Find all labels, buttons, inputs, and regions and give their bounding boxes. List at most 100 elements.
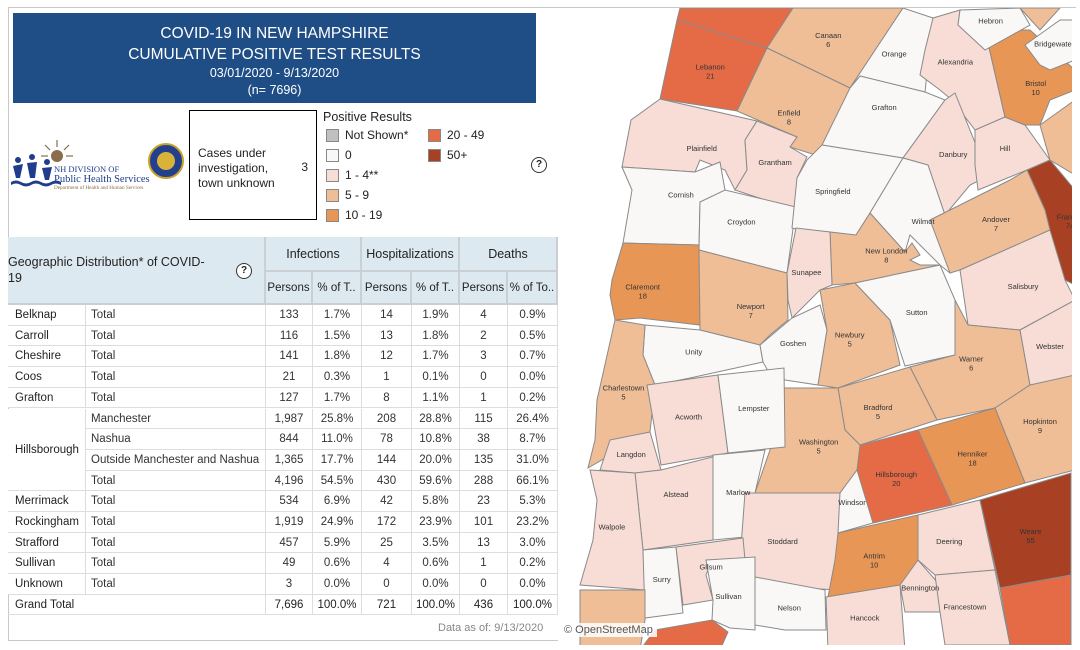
table-cell: 4 bbox=[362, 553, 412, 575]
legend-item[interactable]: Not Shown* bbox=[326, 128, 408, 142]
sub-area: Total bbox=[86, 387, 266, 409]
table-cell: 133 bbox=[266, 305, 313, 326]
town-label: Antrim 10 bbox=[863, 551, 885, 569]
sub-area: Total bbox=[86, 512, 266, 533]
town-lempster[interactable] bbox=[717, 367, 786, 454]
town-label: Hopkinton 9 bbox=[1023, 417, 1057, 435]
column-group-header: Deaths bbox=[460, 237, 558, 272]
table-cell: 0.1% bbox=[412, 367, 460, 388]
town-label: Langdon bbox=[617, 450, 646, 459]
town-nelson[interactable] bbox=[754, 576, 827, 631]
town-bridgewater[interactable] bbox=[1024, 19, 1072, 71]
town-label: Alstead bbox=[663, 490, 688, 499]
grand-total-cell: 7,696 bbox=[266, 594, 313, 616]
table-cell: 844 bbox=[266, 429, 313, 450]
table-cell: 59.6% bbox=[412, 470, 460, 492]
data-as-of: Data as of: 9/13/2020 bbox=[438, 622, 544, 634]
town-label: Hancock bbox=[850, 614, 879, 623]
table-cell: 127 bbox=[266, 387, 313, 409]
table-cell: 0.0% bbox=[508, 574, 558, 595]
legend: Positive Results Not Shown* 0 1 - 4** 5 - 9… bbox=[323, 110, 484, 222]
town-label: New London 8 bbox=[865, 246, 907, 264]
table-cell: 115 bbox=[460, 408, 508, 430]
town-label: Henniker 18 bbox=[957, 450, 988, 468]
table-help-icon[interactable]: ? bbox=[236, 263, 252, 279]
town-label: Alexandria bbox=[938, 58, 974, 67]
nh-dphs-logo: NH DIVISION OF Public Health Services De… bbox=[11, 140, 150, 191]
town-unlabeled[interactable] bbox=[999, 574, 1072, 645]
table-cell: 172 bbox=[362, 512, 412, 533]
sub-area: Total bbox=[86, 470, 266, 492]
sub-area: Manchester bbox=[86, 408, 266, 430]
table-cell: 6.9% bbox=[313, 491, 362, 512]
svg-text:Department of Health and Human: Department of Health and Human Services bbox=[54, 184, 143, 191]
map-attribution[interactable]: © OpenStreetMap bbox=[560, 623, 657, 637]
town-label: Sutton bbox=[906, 308, 928, 317]
town-label: Webster bbox=[1036, 342, 1064, 351]
table-cell: 0 bbox=[362, 574, 412, 595]
table-cell: 0.7% bbox=[508, 346, 558, 368]
table-cell: 1.8% bbox=[412, 325, 460, 347]
town-andover[interactable] bbox=[929, 169, 1051, 274]
town-unlabeled[interactable] bbox=[1019, 8, 1061, 31]
town-label: Washington 5 bbox=[799, 438, 838, 456]
town-sunapee[interactable] bbox=[786, 227, 833, 319]
table-cell: 5.9% bbox=[313, 532, 362, 554]
column-group-header: Hospitalizations bbox=[362, 237, 460, 272]
legend-swatch bbox=[326, 148, 339, 162]
legend-item[interactable]: 20 - 49 bbox=[428, 128, 484, 142]
town-label: Deering bbox=[936, 537, 962, 546]
grand-total-cell: 436 bbox=[460, 594, 508, 616]
town-label: Hill bbox=[1000, 144, 1011, 153]
town-unlabeled[interactable] bbox=[1039, 100, 1072, 175]
town-hancock[interactable] bbox=[825, 584, 906, 645]
table-cell: 31.0% bbox=[508, 449, 558, 471]
unknown-town-value: 3 bbox=[301, 160, 308, 174]
unknown-town-box: Cases under investigation, town unknown … bbox=[189, 110, 317, 220]
county-name: Coos bbox=[8, 367, 86, 388]
town-label: Francestown bbox=[944, 602, 987, 611]
sub-area: Total bbox=[86, 325, 266, 347]
legend-item[interactable]: 50+ bbox=[428, 148, 467, 162]
table-cell: 78 bbox=[362, 429, 412, 450]
legend-help-icon[interactable]: ? bbox=[531, 157, 547, 173]
town-map[interactable]: Lebanon 21 Canaan 6 Orange Enfield 8 Plainfield… bbox=[560, 8, 1072, 645]
legend-label: 20 - 49 bbox=[447, 128, 485, 142]
county-name: Strafford bbox=[8, 532, 86, 554]
table-cell: 66.1% bbox=[508, 470, 558, 492]
table-cell: 144 bbox=[362, 449, 412, 471]
table-cell: 0 bbox=[460, 367, 508, 388]
county-name: Sullivan bbox=[8, 553, 86, 575]
town-francestown[interactable] bbox=[934, 569, 1011, 645]
town-label: Hebron bbox=[978, 17, 1003, 26]
county-name: Hillsborough bbox=[8, 408, 86, 492]
table-cell: 534 bbox=[266, 491, 313, 512]
title-line1: COVID-19 IN NEW HAMPSHIRE bbox=[160, 25, 389, 42]
table-cell: 23 bbox=[460, 491, 508, 512]
grand-total-cell: 100.0% bbox=[412, 594, 460, 616]
table-cell: 23.2% bbox=[508, 512, 558, 533]
town-walpole[interactable] bbox=[579, 469, 646, 591]
column-group-header: Infections bbox=[266, 237, 362, 272]
town-label: Springfield bbox=[815, 187, 850, 196]
table-cell: 42 bbox=[362, 491, 412, 512]
sub-area: Nashua bbox=[86, 429, 266, 450]
legend-item[interactable]: 1 - 4** bbox=[326, 168, 378, 182]
table-cell: 1.7% bbox=[313, 387, 362, 409]
town-label: Goshen bbox=[780, 339, 806, 348]
town-unlabeled[interactable] bbox=[640, 619, 729, 645]
town-webster[interactable] bbox=[1019, 300, 1072, 386]
town-hebron[interactable] bbox=[957, 8, 1031, 51]
town-windsor[interactable] bbox=[837, 468, 874, 534]
table-cell: 0.2% bbox=[508, 387, 558, 409]
legend-item[interactable]: 0 bbox=[326, 148, 352, 162]
frame-border bbox=[8, 640, 558, 641]
legend-swatch bbox=[326, 168, 339, 182]
town-label: Surry bbox=[653, 575, 671, 584]
town-label: Orange bbox=[882, 49, 907, 58]
town-sullivan[interactable] bbox=[705, 556, 756, 631]
legend-item[interactable]: 10 - 19 bbox=[326, 208, 382, 222]
county-name: Cheshire bbox=[8, 346, 86, 368]
legend-item[interactable]: 5 - 9 bbox=[326, 188, 369, 202]
column-header: % of To.. bbox=[508, 272, 558, 305]
